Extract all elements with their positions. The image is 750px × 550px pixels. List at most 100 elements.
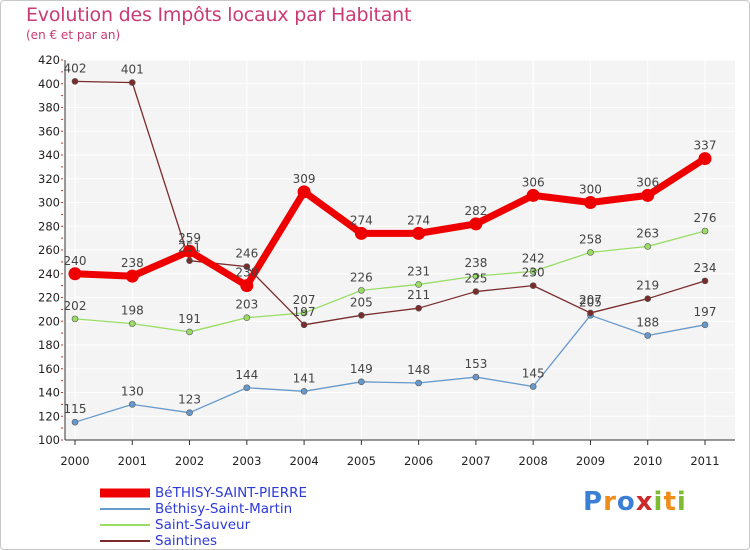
x-tick-label: 2006 <box>404 454 433 468</box>
x-tick-label: 2007 <box>461 454 490 468</box>
y-tick-label: 420 <box>38 53 60 67</box>
data-point <box>71 315 79 323</box>
data-label: 123 <box>178 393 201 407</box>
line-chart: 100 120 140 160 180 200 220 240 260 280 300 320 340 3… <box>38 53 735 468</box>
data-point <box>354 226 368 240</box>
data-point <box>240 279 254 293</box>
data-point <box>243 384 251 392</box>
data-label: 225 <box>464 272 487 286</box>
data-point <box>701 321 709 329</box>
data-point <box>472 373 480 381</box>
logo-letter: x <box>635 487 654 517</box>
data-point <box>300 309 308 317</box>
y-tick-label: 220 <box>38 291 60 305</box>
legend-swatch-bethisy-saint-pierre <box>100 488 150 498</box>
data-point <box>358 287 365 294</box>
data-label: 259 <box>178 231 201 245</box>
y-tick-label: 400 <box>38 77 60 91</box>
y-tick-label: 140 <box>38 386 60 400</box>
data-label: 191 <box>178 312 201 326</box>
data-label: 115 <box>64 402 87 416</box>
data-label: 207 <box>293 293 316 307</box>
data-label: 230 <box>235 266 258 280</box>
data-label: 401 <box>121 63 144 77</box>
data-label: 144 <box>235 368 258 382</box>
data-point <box>644 243 652 250</box>
data-point <box>125 269 139 283</box>
data-point <box>587 309 594 317</box>
data-point <box>243 263 251 270</box>
data-point <box>701 227 709 235</box>
data-label: 258 <box>579 232 602 246</box>
data-label: 276 <box>694 211 717 225</box>
data-point <box>128 320 136 327</box>
data-point <box>529 282 537 289</box>
data-label: 274 <box>407 213 430 227</box>
data-label: 230 <box>522 266 545 280</box>
y-tick-label: 100 <box>38 433 60 447</box>
y-tick-label: 240 <box>38 267 60 281</box>
y-tick-label: 320 <box>38 172 60 186</box>
x-tick-label: 2002 <box>175 454 204 468</box>
series-line <box>74 155 707 290</box>
data-point <box>587 249 594 256</box>
data-label: 188 <box>636 316 659 330</box>
proxiti-logo: Proxiti <box>583 487 687 517</box>
data-label: 202 <box>64 299 87 313</box>
data-point <box>71 418 79 426</box>
logo-letter: t <box>663 487 677 517</box>
data-label: 226 <box>350 270 373 284</box>
data-point <box>300 388 308 395</box>
data-label: 246 <box>235 247 258 261</box>
data-label: 274 <box>350 213 373 227</box>
y-tick-label: 120 <box>38 409 60 423</box>
y-tick-label: 300 <box>38 196 60 210</box>
data-point <box>583 196 597 209</box>
logo-letter: i <box>676 487 687 517</box>
data-point <box>526 188 540 202</box>
y-tick-label: 340 <box>38 148 60 162</box>
data-label: 402 <box>64 61 87 75</box>
y-tick-label: 180 <box>38 338 60 352</box>
y-tick-label: 280 <box>38 219 60 233</box>
data-point <box>183 244 197 258</box>
legend-label: BéTHISY-SAINT-PIERRE <box>155 485 307 501</box>
y-tick-label: 380 <box>38 101 60 115</box>
data-label: 306 <box>636 175 659 189</box>
logo-letter: P <box>583 487 604 517</box>
legend-swatch-saint-sauveur <box>100 524 150 526</box>
chart-title: Evolution des Impôts locaux par Habitant <box>26 4 412 26</box>
data-point <box>644 332 652 339</box>
data-label: 219 <box>636 279 659 293</box>
x-tick-label: 2001 <box>118 454 147 468</box>
data-label: 203 <box>235 298 258 312</box>
x-tick-label: 2008 <box>519 454 548 468</box>
data-label: 130 <box>121 384 144 398</box>
data-label: 197 <box>694 305 717 319</box>
data-label: 145 <box>522 367 545 381</box>
data-point <box>186 409 193 416</box>
data-label: 205 <box>579 295 602 309</box>
data-point <box>300 321 308 329</box>
data-label: 205 <box>350 295 373 309</box>
logo-letter: r <box>603 487 617 517</box>
legend-swatch-saintines <box>100 540 150 542</box>
data-point <box>641 188 655 202</box>
data-label: 240 <box>64 254 87 268</box>
data-label: 197 <box>293 305 316 319</box>
legend-label: Béthisy-Saint-Martin <box>155 501 293 517</box>
data-point <box>472 272 480 280</box>
data-label: 234 <box>694 261 717 275</box>
y-tick-label: 260 <box>38 243 60 257</box>
data-point <box>698 152 712 166</box>
data-point <box>358 312 365 319</box>
legend-label: Saint-Sauveur <box>155 517 251 533</box>
legend-label: Saintines <box>155 533 218 549</box>
data-label: 337 <box>694 139 717 153</box>
data-label: 309 <box>293 172 316 186</box>
data-label: 242 <box>522 251 545 265</box>
data-label: 238 <box>464 256 487 270</box>
data-label: 300 <box>579 183 602 197</box>
data-point <box>412 226 426 240</box>
data-label: 231 <box>407 264 430 278</box>
